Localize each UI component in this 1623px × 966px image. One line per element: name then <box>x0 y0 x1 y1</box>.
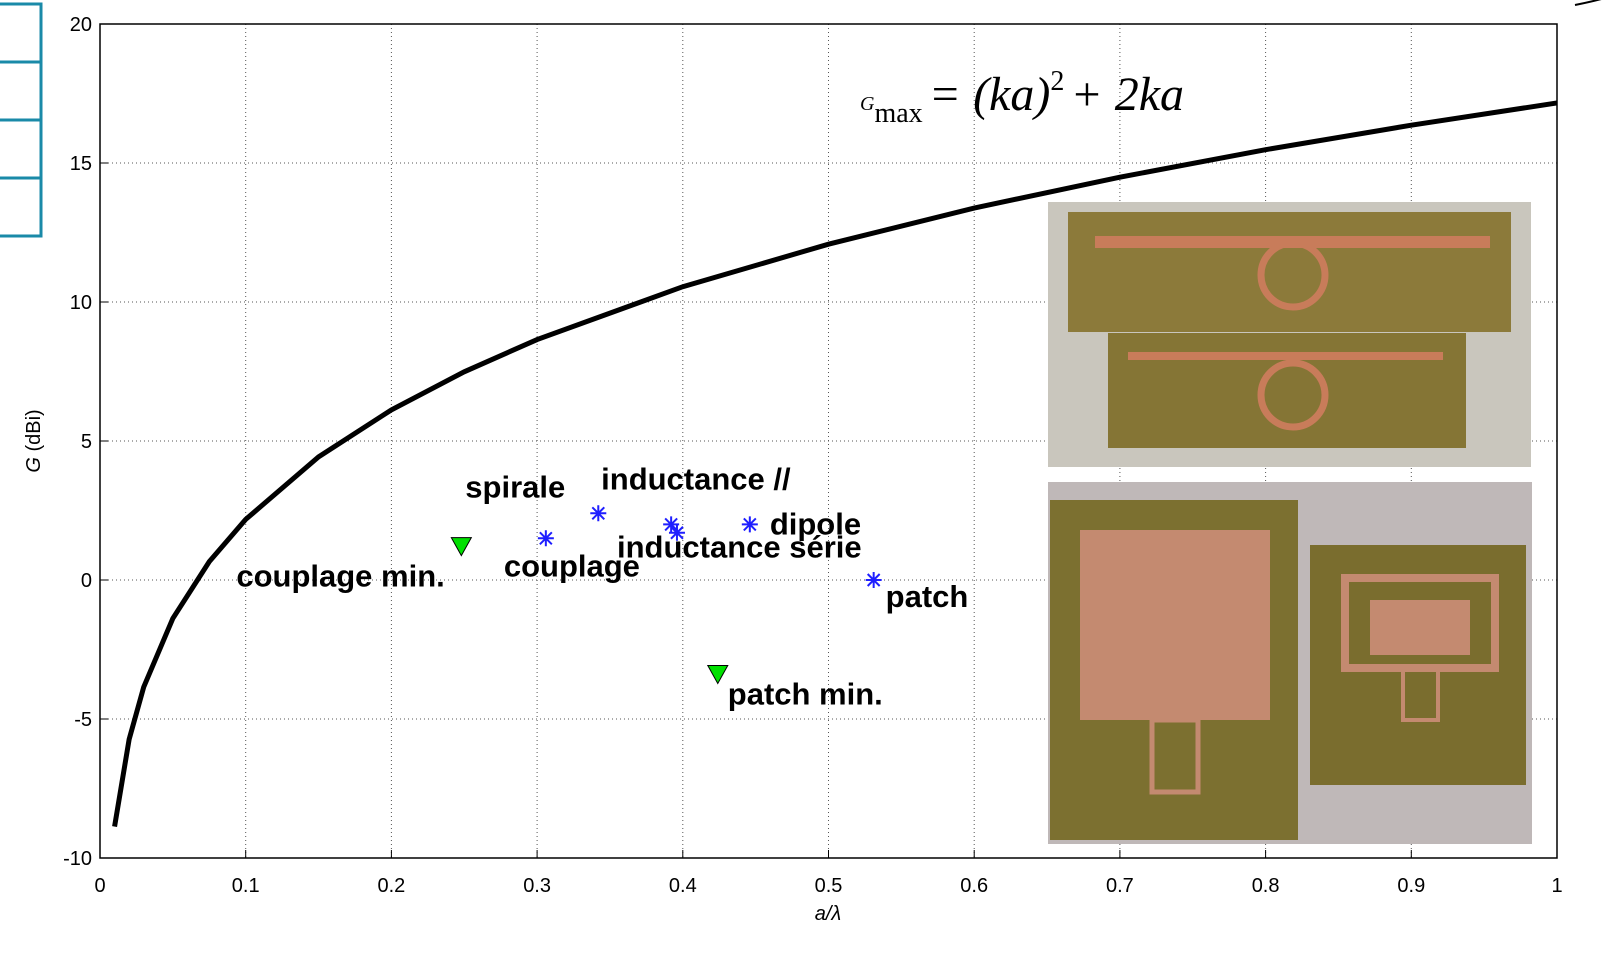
y-tick-label: 5 <box>81 431 92 453</box>
x-tick-label: 0.9 <box>1397 875 1425 897</box>
point-label: dipole <box>770 506 861 541</box>
point-label: patch <box>886 579 969 614</box>
photos <box>1048 202 1532 844</box>
x-tick-label: 0.5 <box>815 875 843 897</box>
star-marker <box>590 505 607 522</box>
x-axis-label: a/λ <box>815 903 842 925</box>
star-marker <box>668 524 685 541</box>
star-marker <box>537 530 554 547</box>
x-tick-label: 0.4 <box>669 875 697 897</box>
corner-arc <box>1574 0 1602 6</box>
point-label: patch min. <box>728 677 883 712</box>
x-tick-label: 0.7 <box>1106 875 1134 897</box>
triangle-marker <box>706 665 729 685</box>
y-tick-label: 0 <box>81 570 92 592</box>
star-marker <box>741 516 758 533</box>
point-label: couplage min. <box>236 559 444 594</box>
marks: spirale couplage inductance // inductance s… <box>112 100 1558 827</box>
y-tick-label: 15 <box>70 153 92 175</box>
x-tick-label: 0.3 <box>523 875 551 897</box>
point-label: inductance série <box>617 530 862 565</box>
y-axis-label: G (dBi) <box>23 409 45 472</box>
curve <box>112 100 1558 827</box>
point-label: inductance // <box>601 461 791 496</box>
star-marker <box>663 516 680 533</box>
x-tick-label: 0.8 <box>1252 875 1280 897</box>
point-label: couplage <box>504 548 640 583</box>
point-label: spirale <box>465 469 565 504</box>
x-tick-label: 1 <box>1551 875 1562 897</box>
x-tick-label: 0 <box>94 875 105 897</box>
formula: Gmax = (ka)2 + 2ka <box>860 66 1184 129</box>
x-tick-label: 0.6 <box>960 875 988 897</box>
y-tick-label: 10 <box>70 292 92 314</box>
triangle-marker <box>450 537 473 557</box>
y-tick-label: -5 <box>74 709 92 731</box>
y-tick-label: 20 <box>70 14 92 36</box>
x-tick-label: 0.1 <box>232 875 260 897</box>
star-marker <box>865 572 882 588</box>
y-tick-label: -10 <box>63 848 92 870</box>
x-tick-label: 0.2 <box>377 875 405 897</box>
side-boxes <box>0 2 43 238</box>
plot-frame <box>99 23 1558 859</box>
